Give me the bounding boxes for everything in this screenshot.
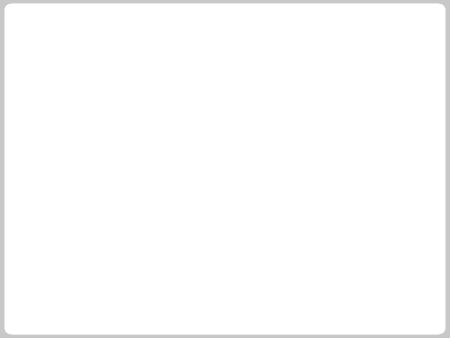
- Ellipse shape: [75, 164, 113, 230]
- Text: Transformation of: Transformation of: [146, 106, 390, 130]
- Text: Lab 5a: Lab 5a: [146, 61, 237, 85]
- Ellipse shape: [45, 188, 123, 206]
- Ellipse shape: [38, 179, 121, 217]
- Text: Bruce Wallace: Bruce Wallace: [25, 293, 79, 303]
- Text: Escherichia coli: Escherichia coli: [146, 152, 358, 176]
- Text: AMGEN: AMGEN: [387, 307, 439, 319]
- Ellipse shape: [51, 164, 120, 216]
- Text: LAB PROGRAM: LAB PROGRAM: [124, 305, 225, 318]
- FancyBboxPatch shape: [20, 98, 151, 301]
- Ellipse shape: [63, 176, 117, 237]
- Ellipse shape: [43, 183, 117, 210]
- Ellipse shape: [63, 173, 111, 223]
- Text: BIOTECHNOLOGY: BIOTECHNOLOGY: [25, 305, 138, 318]
- Text: with: with: [320, 152, 387, 176]
- Text: pARA-R: pARA-R: [146, 198, 248, 222]
- Ellipse shape: [32, 176, 122, 205]
- Ellipse shape: [81, 170, 94, 231]
- Ellipse shape: [76, 176, 112, 243]
